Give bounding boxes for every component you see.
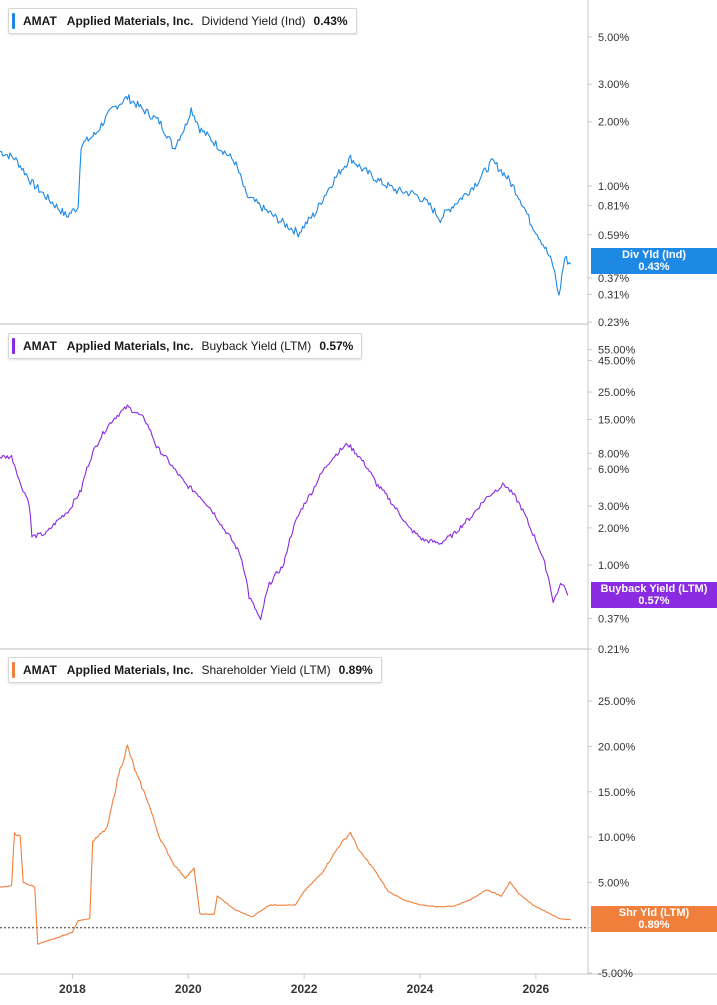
legend-ticker: AMAT xyxy=(23,14,57,28)
legend-buyback-yield: AMAT Applied Materials, Inc. Buyback Yie… xyxy=(8,333,363,359)
y-tick-label: 0.37% xyxy=(598,614,629,626)
legend-color-bar xyxy=(12,338,15,354)
value-tag-value: 0.89% xyxy=(638,919,670,931)
legend-dividend-yield: AMAT Applied Materials, Inc. Dividend Yi… xyxy=(8,8,357,34)
x-tick-label: 2018 xyxy=(59,982,86,996)
legend-value: 0.57% xyxy=(319,339,354,353)
y-tick-label: 5.00% xyxy=(598,32,629,44)
y-tick-label: 0.23% xyxy=(598,317,629,329)
y-tick-label: 1.00% xyxy=(598,181,629,193)
legend-value: 0.89% xyxy=(338,663,373,677)
y-tick-label: 2.00% xyxy=(598,117,629,129)
legend-metric: Shareholder Yield (LTM) xyxy=(201,663,331,677)
y-tick-label: 0.59% xyxy=(598,230,629,242)
value-tag-value: 0.57% xyxy=(638,595,670,607)
legend-color-bar xyxy=(12,13,15,29)
y-tick-label: 0.21% xyxy=(598,644,629,656)
y-tick-label: 8.00% xyxy=(598,448,629,460)
legend-company: Applied Materials, Inc. xyxy=(66,14,194,28)
value-tag-value: 0.43% xyxy=(638,261,670,273)
legend-ticker: AMAT xyxy=(23,339,57,353)
value-tag-dividend: Div Yld (Ind) 0.43% xyxy=(591,248,717,274)
value-tag-title: Div Yld (Ind) xyxy=(622,249,686,261)
y-tick-label: 2.00% xyxy=(598,523,629,535)
y-tick-label: 20.00% xyxy=(598,741,636,753)
x-tick-label: 2024 xyxy=(407,982,434,996)
legend-company: Applied Materials, Inc. xyxy=(66,339,194,353)
y-tick-label: 10.00% xyxy=(598,832,636,844)
y-tick-label: 3.00% xyxy=(598,501,629,513)
y-tick-label: 1.00% xyxy=(598,560,629,572)
legend-company: Applied Materials, Inc. xyxy=(66,663,194,677)
legend-shareholder-yield: AMAT Applied Materials, Inc. Shareholder… xyxy=(8,657,382,683)
y-tick-label: 0.37% xyxy=(598,273,629,285)
x-tick-label: 2020 xyxy=(175,982,202,996)
value-tag-shareholder: Shr Yld (LTM) 0.89% xyxy=(591,906,717,932)
legend-color-bar xyxy=(12,662,15,678)
series-line xyxy=(0,404,569,621)
y-tick-label: 55.00% xyxy=(598,345,636,357)
x-tick-label: 2022 xyxy=(291,982,318,996)
legend-metric: Buyback Yield (LTM) xyxy=(201,339,312,353)
y-tick-label: 0.81% xyxy=(598,200,629,212)
series-line xyxy=(0,94,572,296)
y-tick-label: 5.00% xyxy=(598,877,629,889)
value-tag-title: Buyback Yield (LTM) xyxy=(600,583,708,595)
y-tick-label: 15.00% xyxy=(598,787,636,799)
y-tick-label: 0.31% xyxy=(598,289,629,301)
y-tick-label: 3.00% xyxy=(598,79,629,91)
x-tick-label: 2026 xyxy=(523,982,550,996)
y-tick-label: 25.00% xyxy=(598,387,636,399)
y-tick-label: 6.00% xyxy=(598,464,629,476)
value-tag-buyback: Buyback Yield (LTM) 0.57% xyxy=(591,582,717,608)
legend-value: 0.43% xyxy=(313,14,348,28)
value-tag-title: Shr Yld (LTM) xyxy=(618,907,690,919)
y-tick-label: 25.00% xyxy=(598,696,636,708)
y-tick-label: 15.00% xyxy=(598,415,636,427)
legend-ticker: AMAT xyxy=(23,663,57,677)
series-line xyxy=(0,744,571,945)
y-tick-label: -5.00% xyxy=(598,968,633,980)
legend-metric: Dividend Yield (Ind) xyxy=(201,14,306,28)
y-tick-label: 45.00% xyxy=(598,355,636,367)
